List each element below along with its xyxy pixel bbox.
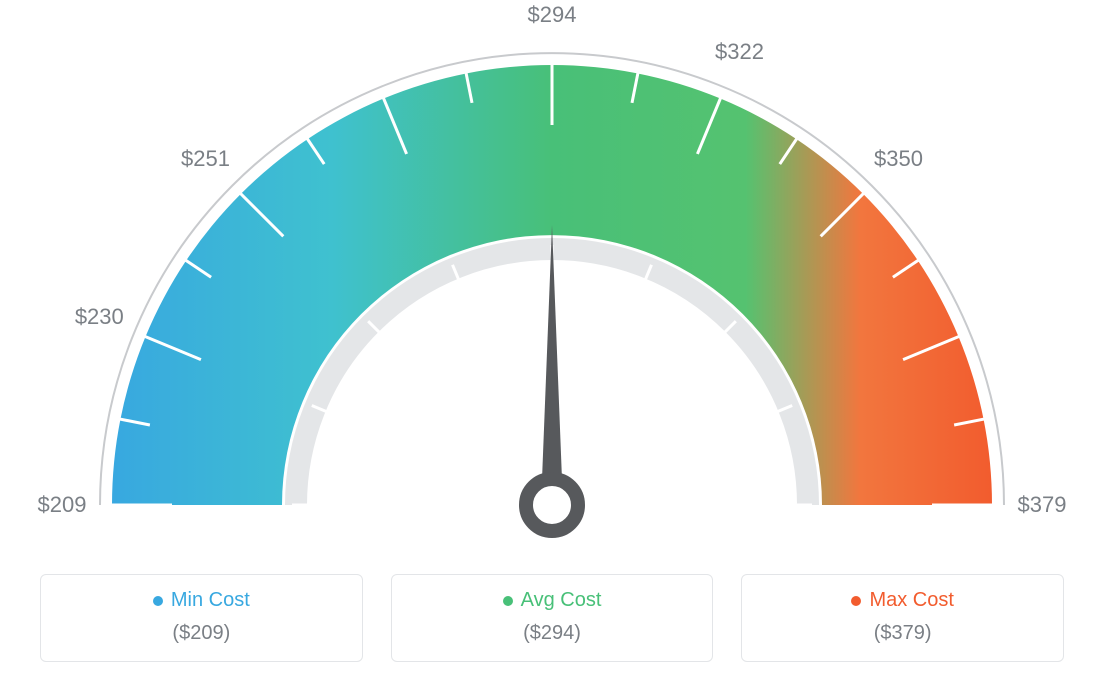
legend-card-min: Min Cost ($209) [40,574,363,662]
legend-card-max: Max Cost ($379) [741,574,1064,662]
legend-row: Min Cost ($209) Avg Cost ($294) Max Cost… [40,574,1064,662]
gauge-tick-label: $350 [874,146,923,172]
legend-title-avg: Avg Cost [503,589,602,612]
legend-title-min: Min Cost [153,589,250,612]
legend-label-min: Min Cost [171,589,250,612]
legend-label-max: Max Cost [869,589,953,612]
gauge-tick-label: $379 [1018,492,1067,518]
gauge-tick-label: $209 [38,492,87,518]
legend-value-max: ($379) [752,622,1053,645]
dot-icon [153,596,163,606]
gauge-tick-label: $322 [715,39,764,65]
gauge-tick-label: $294 [528,2,577,28]
gauge-tick-label: $251 [181,146,230,172]
legend-value-min: ($209) [51,622,352,645]
legend-value-avg: ($294) [402,622,703,645]
gauge-svg [0,0,1104,560]
legend-label-avg: Avg Cost [521,589,602,612]
gauge-tick-label: $230 [75,304,124,330]
legend-title-max: Max Cost [851,589,953,612]
dot-icon [851,596,861,606]
legend-card-avg: Avg Cost ($294) [391,574,714,662]
dot-icon [503,596,513,606]
cost-gauge-chart: $209 $230 $251 $294 $322 $350 $379 Min Cost ($… [0,0,1104,690]
